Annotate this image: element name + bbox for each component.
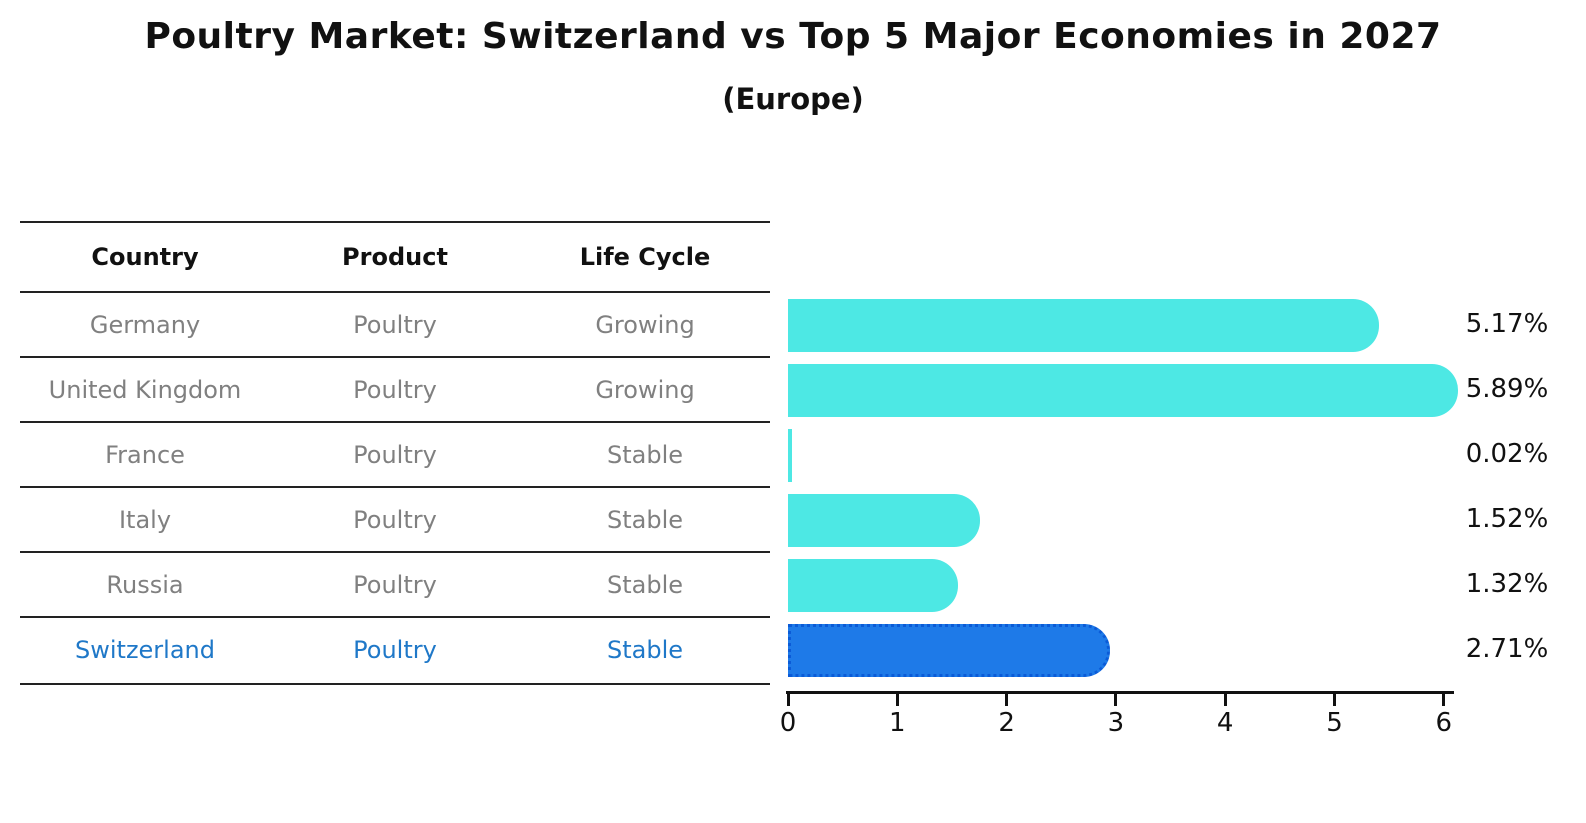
table-row-united-kingdom-cell-2: Growing [595,376,695,404]
x-axis-tick-mark [1223,693,1227,706]
chart-subtitle: (Europe) [722,82,864,116]
table-row-switzerland: Switzerland Poultry Stable [20,630,770,670]
x-axis-tick-label-1: 1 [889,708,906,738]
table-row-germany-cell-1: Poultry [353,311,437,339]
x-axis-tick-label-5: 5 [1326,708,1343,738]
value-label-russia: 1.32% [1465,569,1549,599]
x-axis-tick-label-6: 6 [1435,708,1453,738]
table-row-france-cell-0: France [105,441,185,469]
table-row-switzerland-cell-2: Stable [606,636,684,664]
bar-france [788,428,792,482]
table-row-germany-cell-0: Germany [89,311,201,339]
bar-russia [788,558,959,612]
table-separator-line [20,421,770,423]
value-label-switzerland: 2.71% [1465,634,1549,664]
table-row-russia: Russia Poultry Stable [20,565,770,605]
value-label-united-kingdom: 5.89% [1465,374,1549,404]
table-row-united-kingdom: United Kingdom Poultry Growing [20,370,770,410]
chart-title: Poultry Market: Switzerland vs Top 5 Maj… [144,16,1442,57]
table-row-russia-cell-1: Poultry [353,571,437,599]
table-row-united-kingdom-cell-0: United Kingdom [48,376,242,404]
table-header-row-cell-1: Product [342,243,448,271]
x-axis-tick-mark [1442,693,1446,706]
x-axis-tick-mark [1333,693,1336,706]
value-label-france: 0.02% [1465,439,1549,469]
x-axis-tick-mark [786,693,790,706]
table-row-italy-cell-0: Italy [118,506,172,534]
value-label-italy: 1.52% [1465,504,1549,534]
table-row-italy-cell-2: Stable [606,506,684,534]
table-row-italy-cell-1: Poultry [353,506,437,534]
x-axis-tick-mark [1114,693,1118,706]
table-row-switzerland-cell-0: Switzerland [75,636,215,664]
value-label-germany: 5.17% [1465,309,1549,339]
x-axis-tick-label-3: 3 [1107,708,1125,738]
table-header-row-cell-2: Life Cycle [579,243,711,271]
bar-germany [788,298,1380,352]
table-row-switzerland-cell-1: Poultry [353,636,437,664]
x-axis-tick-mark [1005,693,1009,706]
x-axis-tick-mark [895,693,899,706]
table-row-united-kingdom-cell-1: Poultry [353,376,437,404]
table-row-germany-cell-2: Growing [595,311,695,339]
bar-united-kingdom [788,363,1458,417]
table-row-france-cell-1: Poultry [353,441,437,469]
table-row-russia-cell-0: Russia [106,571,184,599]
table-row-germany: Germany Poultry Growing [20,305,770,345]
x-axis-tick-label-4: 4 [1216,708,1234,738]
bar-switzerland [788,623,1111,677]
table-row-france: France Poultry Stable [20,435,770,475]
table-separator-line [20,221,770,223]
bar-italy [788,493,981,547]
x-axis-tick-label-0: 0 [779,708,797,738]
table-header-row: Country Product Life Cycle [20,237,770,277]
table-separator-line [20,551,770,553]
x-axis-tick-label-2: 2 [998,708,1015,738]
table-row-italy: Italy Poultry Stable [20,500,770,540]
table-row-france-cell-2: Stable [606,441,684,469]
table-separator-line [20,356,770,358]
table-separator-line [20,291,770,293]
x-axis-line [786,691,1454,694]
table-separator-line [20,486,770,488]
table-separator-line [20,683,770,685]
table-row-russia-cell-2: Stable [606,571,684,599]
table-separator-line [20,616,770,618]
table-header-row-cell-0: Country [91,243,199,271]
